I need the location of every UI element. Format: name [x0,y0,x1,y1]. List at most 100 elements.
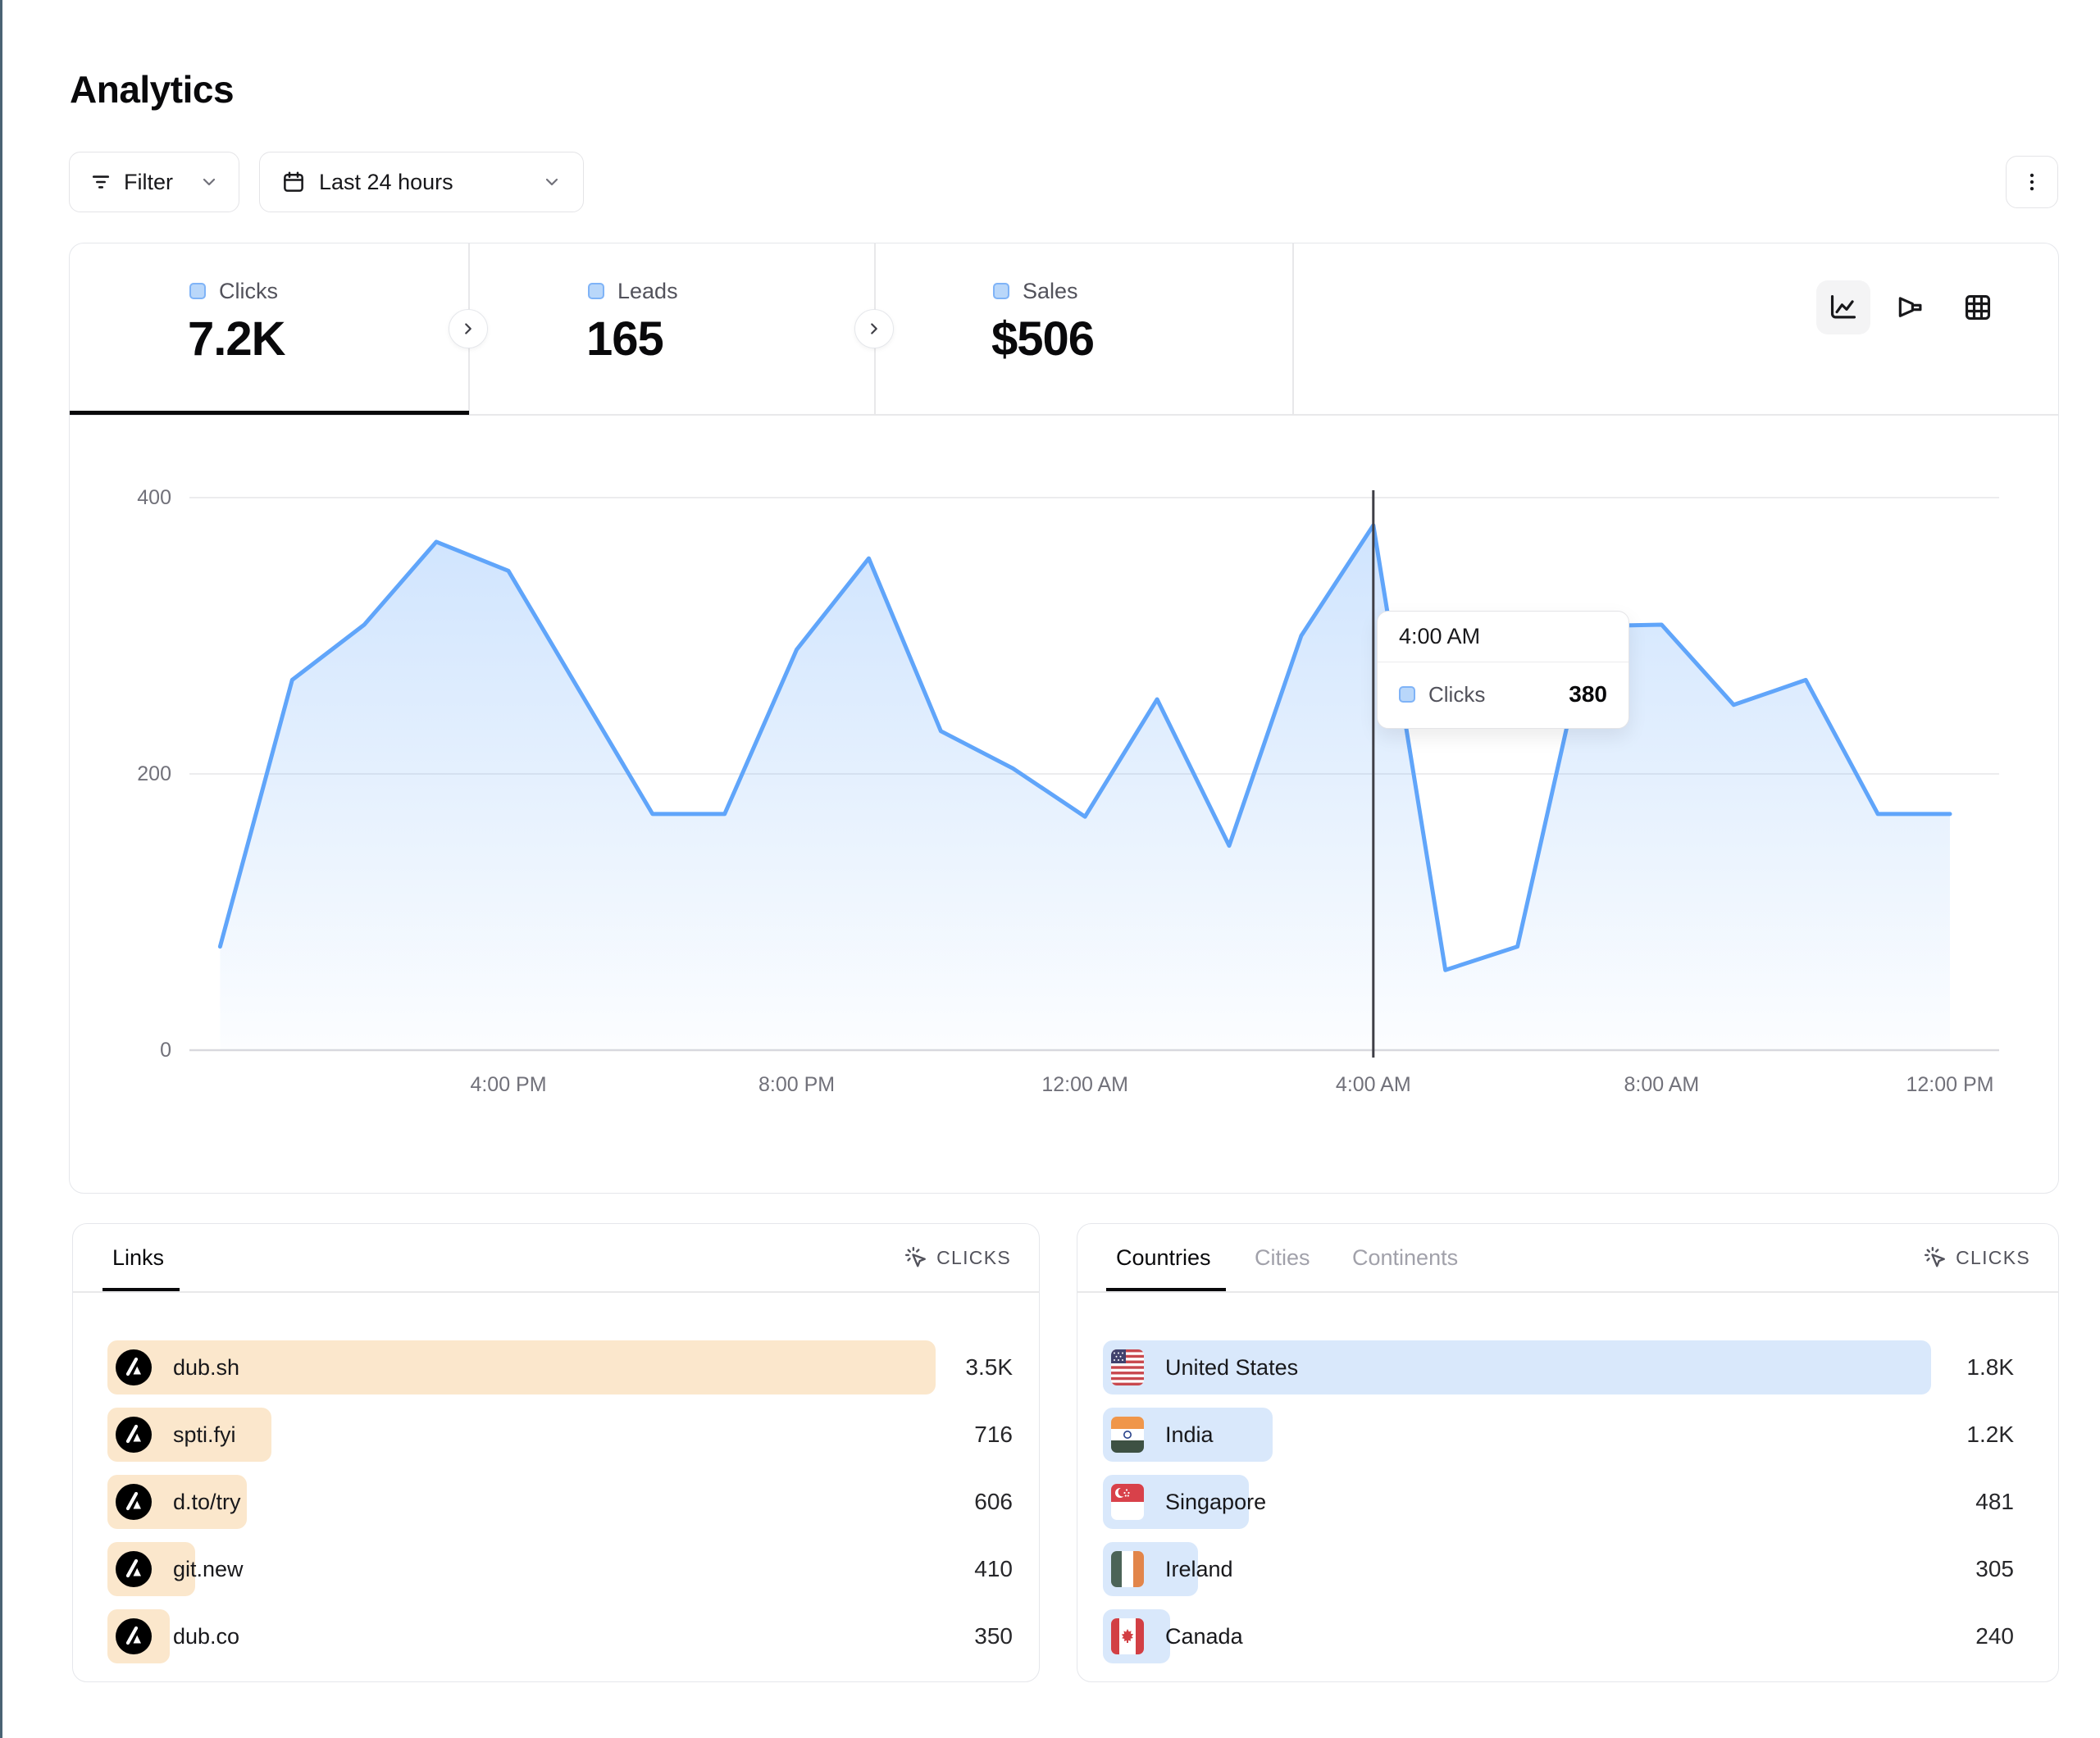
row-label: git.new [173,1556,244,1581]
area-chart-canvas [189,490,1999,1058]
row-label: United States [1165,1354,1299,1380]
panel-header-divider [1077,1291,2058,1293]
stat-value: 165 [586,312,664,366]
filter-lines-icon [89,171,112,193]
row-label: dub.co [173,1623,240,1649]
list-item[interactable]: India 1.2K [1103,1408,2014,1462]
row-label: India [1165,1422,1214,1447]
table-grid-icon [1962,292,1993,323]
tab-label: Countries [1116,1244,1211,1270]
tooltip-time: 4:00 AM [1378,612,1629,662]
row-value: 1.8K [1966,1354,2014,1380]
tab-cities[interactable]: Cities [1255,1224,1310,1291]
x-tick-label: 4:00 PM [470,1073,547,1096]
row-value: 481 [1975,1489,2014,1514]
list-item[interactable]: Canada 240 [1103,1609,2014,1663]
links-metric-selector[interactable]: CLICKS [904,1224,1011,1291]
dub-logo-icon [116,1417,152,1453]
dub-logo-icon [116,1484,152,1520]
tab-links[interactable]: Links [112,1224,164,1291]
y-tick-label: 400 [137,486,171,509]
chevron-right-icon [865,320,883,338]
countries-metric-selector[interactable]: CLICKS [1923,1224,2030,1291]
list-item[interactable]: git.new 410 [107,1542,1013,1596]
tab-label: Links [112,1244,165,1270]
stats-bottom-divider [70,414,2058,416]
filter-button[interactable]: Filter [69,152,239,212]
dub-logo-icon [116,1349,152,1385]
row-label: dub.sh [173,1354,240,1380]
date-range-button[interactable]: Last 24 hours [259,152,584,212]
flag-icon-in [1111,1417,1144,1453]
expand-leads-button[interactable] [854,309,894,348]
calendar-icon [281,170,306,194]
list-item[interactable]: United States 1.8K [1103,1340,2014,1394]
row-label: Singapore [1165,1489,1267,1514]
y-tick-label: 0 [160,1039,171,1062]
tab-leads[interactable]: Leads 165 [586,243,867,414]
clicks-legend-swatch [189,283,206,299]
x-tick-label: 12:00 AM [1041,1073,1128,1096]
links-panel: Links CLICKS dub.sh 3.5K spti.fyi 716 d.to/t… [72,1223,1040,1682]
tab-label: Cities [1255,1244,1310,1270]
list-item[interactable]: spti.fyi 716 [107,1408,1013,1462]
funnel-icon [1895,292,1926,323]
filter-button-label: Filter [124,169,173,194]
dub-logo-icon [116,1618,152,1654]
tooltip-series-label: Clicks [1428,681,1486,707]
x-tick-label: 8:00 AM [1624,1073,1700,1096]
chevron-right-icon [459,320,477,338]
expand-clicks-button[interactable] [449,309,488,348]
row-label: d.to/try [173,1489,241,1514]
active-tab-underline [70,411,469,415]
links-list: dub.sh 3.5K spti.fyi 716 d.to/try 606 git.new 4… [107,1340,1013,1677]
line-chart-icon [1828,292,1859,323]
chevron-down-icon [542,172,562,192]
list-item[interactable]: dub.sh 3.5K [107,1340,1013,1394]
stat-label: Leads [617,279,678,303]
flag-icon-ca [1111,1618,1144,1654]
page-title: Analytics [70,68,235,111]
cursor-click-icon [1923,1245,1947,1270]
list-item[interactable]: dub.co 350 [107,1609,1013,1663]
x-tick-label: 8:00 PM [758,1073,836,1096]
stat-label: Clicks [219,279,278,303]
flag-icon-us [1111,1349,1144,1385]
panel-header-divider [73,1291,1039,1293]
row-value: 716 [974,1422,1013,1447]
tooltip-legend-swatch [1399,686,1415,703]
tooltip-value: 380 [1569,681,1607,707]
row-value: 410 [974,1556,1013,1581]
stat-divider [1292,243,1294,414]
more-menu-button[interactable] [2006,156,2058,208]
row-bar [107,1340,936,1394]
tab-clicks[interactable]: Clicks 7.2K [188,243,468,414]
active-tab-underline [102,1288,180,1292]
leads-legend-swatch [588,283,604,299]
row-value: 240 [1975,1623,2014,1649]
tab-sales[interactable]: Sales $506 [991,243,1288,414]
row-value: 350 [974,1623,1013,1649]
line-chart-view-button[interactable] [1816,280,1870,334]
clicks-timeseries-chart[interactable]: 0 200 400 4:00 PM 8:00 PM 12:00 AM 4:00 AM 8:0… [70,415,2057,1193]
x-tick-label: 12:00 PM [1906,1073,1994,1096]
list-item[interactable]: Singapore 481 [1103,1475,2014,1529]
table-view-button[interactable] [1951,280,2005,334]
row-label: Ireland [1165,1556,1233,1581]
list-item[interactable]: d.to/try 606 [107,1475,1013,1529]
kebab-menu-icon [2020,170,2044,194]
list-item[interactable]: Ireland 305 [1103,1542,2014,1596]
tab-continents[interactable]: Continents [1352,1224,1458,1291]
row-label: spti.fyi [173,1422,236,1447]
sales-legend-swatch [993,283,1009,299]
countries-list: United States 1.8K India 1.2K Singapore 481 Ir… [1103,1340,2014,1677]
flag-icon-ie [1111,1551,1144,1587]
chart-view-toggles [1816,280,2005,334]
funnel-view-button[interactable] [1884,280,1938,334]
tab-label: Continents [1352,1244,1459,1270]
metric-label: CLICKS [936,1246,1011,1268]
row-value: 606 [974,1489,1013,1514]
tab-countries[interactable]: Countries [1116,1224,1211,1291]
y-tick-label: 200 [137,762,171,785]
